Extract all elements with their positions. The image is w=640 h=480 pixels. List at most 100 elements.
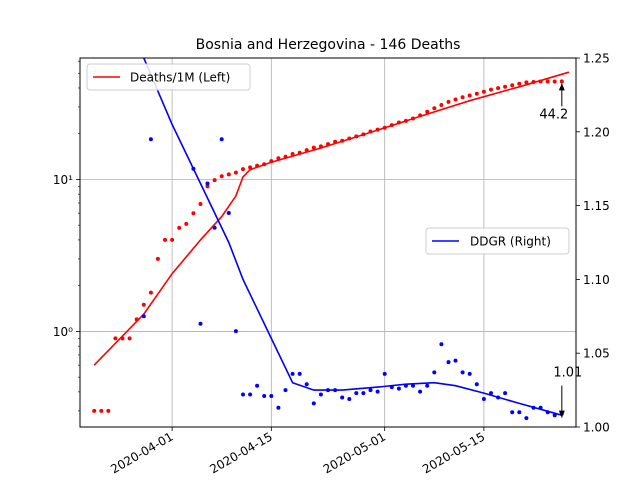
data-point-deaths bbox=[318, 144, 323, 149]
data-point-ddgr bbox=[233, 329, 238, 334]
data-point-ddgr bbox=[333, 388, 338, 393]
right-tick-label: 1.15 bbox=[583, 199, 610, 213]
legend-right-label: DDGR (Right) bbox=[470, 235, 551, 249]
right-tick-label: 1.05 bbox=[583, 347, 610, 361]
data-point-deaths bbox=[460, 95, 465, 100]
data-point-deaths bbox=[375, 127, 380, 132]
data-point-deaths bbox=[354, 134, 359, 139]
data-point-ddgr bbox=[403, 383, 408, 388]
data-point-ddgr bbox=[290, 371, 295, 376]
data-point-deaths bbox=[474, 91, 479, 96]
data-point-deaths bbox=[255, 163, 260, 168]
annotation-arrowhead bbox=[558, 410, 565, 418]
data-point-deaths bbox=[290, 152, 295, 156]
data-point-ddgr bbox=[446, 360, 451, 365]
data-point-deaths bbox=[205, 184, 210, 189]
data-point-deaths bbox=[226, 172, 231, 177]
data-point-ddgr bbox=[524, 416, 529, 421]
data-point-deaths bbox=[489, 87, 493, 92]
legend-left: Deaths/1M (Left) bbox=[86, 63, 251, 91]
data-point-deaths bbox=[120, 336, 125, 341]
data-point-deaths bbox=[127, 336, 132, 341]
data-point-ddgr bbox=[481, 397, 486, 401]
data-point-ddgr bbox=[226, 211, 231, 215]
data-point-deaths bbox=[241, 167, 245, 172]
data-point-ddgr bbox=[389, 385, 394, 390]
data-point-deaths bbox=[510, 83, 515, 88]
data-point-ddgr bbox=[347, 397, 352, 401]
data-point-deaths bbox=[361, 132, 366, 137]
data-point-ddgr bbox=[503, 391, 508, 396]
data-point-deaths bbox=[191, 211, 196, 216]
data-point-deaths bbox=[248, 165, 253, 170]
data-point-deaths bbox=[99, 408, 104, 413]
data-point-deaths bbox=[552, 79, 557, 84]
data-point-ddgr bbox=[552, 413, 557, 418]
data-point-deaths bbox=[382, 125, 387, 130]
annotation-label: 44.2 bbox=[539, 107, 568, 122]
data-point-deaths bbox=[425, 109, 430, 114]
chart-title: Bosnia and Herzegovina - 146 Deaths bbox=[196, 37, 461, 53]
data-point-ddgr bbox=[255, 383, 260, 388]
data-marks bbox=[92, 58, 570, 421]
data-point-deaths bbox=[148, 290, 153, 295]
data-point-deaths bbox=[439, 103, 444, 107]
annotation-label: 1.01 bbox=[553, 366, 582, 381]
data-point-deaths bbox=[524, 80, 529, 85]
data-point-deaths bbox=[163, 237, 167, 242]
data-point-deaths bbox=[538, 79, 543, 84]
right-tick-label: 1.00 bbox=[583, 421, 610, 435]
data-point-deaths bbox=[92, 408, 97, 413]
data-point-ddgr bbox=[212, 225, 217, 230]
data-point-ddgr bbox=[198, 321, 203, 326]
data-point-deaths bbox=[496, 86, 501, 91]
data-point-deaths bbox=[283, 154, 288, 159]
annotation-arrowhead bbox=[558, 83, 565, 91]
data-point-ddgr bbox=[517, 410, 522, 415]
legend-left-label: Deaths/1M (Left) bbox=[130, 71, 230, 85]
data-point-ddgr bbox=[467, 371, 472, 376]
data-point-deaths bbox=[155, 256, 160, 261]
data-point-ddgr bbox=[241, 392, 245, 397]
data-point-deaths bbox=[262, 162, 267, 167]
data-point-deaths bbox=[311, 145, 316, 150]
data-point-deaths bbox=[368, 129, 373, 134]
legend-left-box bbox=[86, 63, 251, 91]
data-point-ddgr bbox=[382, 371, 387, 376]
data-point-ddgr bbox=[283, 388, 288, 393]
data-point-deaths bbox=[184, 221, 189, 226]
data-point-deaths bbox=[141, 302, 146, 307]
data-point-ddgr bbox=[205, 181, 210, 186]
data-point-deaths bbox=[559, 79, 564, 84]
data-point-deaths bbox=[340, 138, 345, 143]
data-point-deaths bbox=[389, 123, 394, 128]
data-point-deaths bbox=[113, 336, 118, 341]
data-point-ddgr bbox=[219, 137, 224, 142]
data-point-deaths bbox=[326, 142, 330, 147]
data-point-ddgr bbox=[191, 166, 196, 171]
left-tick-label: 10⁰ bbox=[53, 325, 73, 339]
data-point-ddgr bbox=[439, 342, 444, 347]
data-point-ddgr bbox=[141, 314, 146, 319]
data-point-deaths bbox=[198, 202, 203, 206]
right-tick-label: 1.10 bbox=[583, 273, 610, 287]
plot-frame bbox=[79, 57, 577, 428]
data-point-ddgr bbox=[496, 395, 501, 400]
data-point-deaths bbox=[276, 156, 281, 161]
data-point-ddgr bbox=[411, 383, 415, 388]
data-point-ddgr bbox=[396, 386, 401, 391]
data-point-ddgr bbox=[531, 405, 536, 410]
data-point-deaths bbox=[545, 79, 550, 84]
data-point-deaths bbox=[297, 150, 302, 155]
data-point-ddgr bbox=[340, 395, 345, 400]
data-point-ddgr bbox=[368, 388, 373, 393]
data-point-ddgr bbox=[453, 358, 458, 363]
data-point-deaths bbox=[467, 93, 472, 98]
data-point-ddgr bbox=[418, 389, 423, 394]
data-point-ddgr bbox=[432, 370, 437, 375]
data-point-deaths bbox=[333, 139, 338, 144]
legend-right-box bbox=[425, 227, 570, 255]
data-point-deaths bbox=[212, 178, 217, 183]
data-point-deaths bbox=[411, 116, 415, 121]
